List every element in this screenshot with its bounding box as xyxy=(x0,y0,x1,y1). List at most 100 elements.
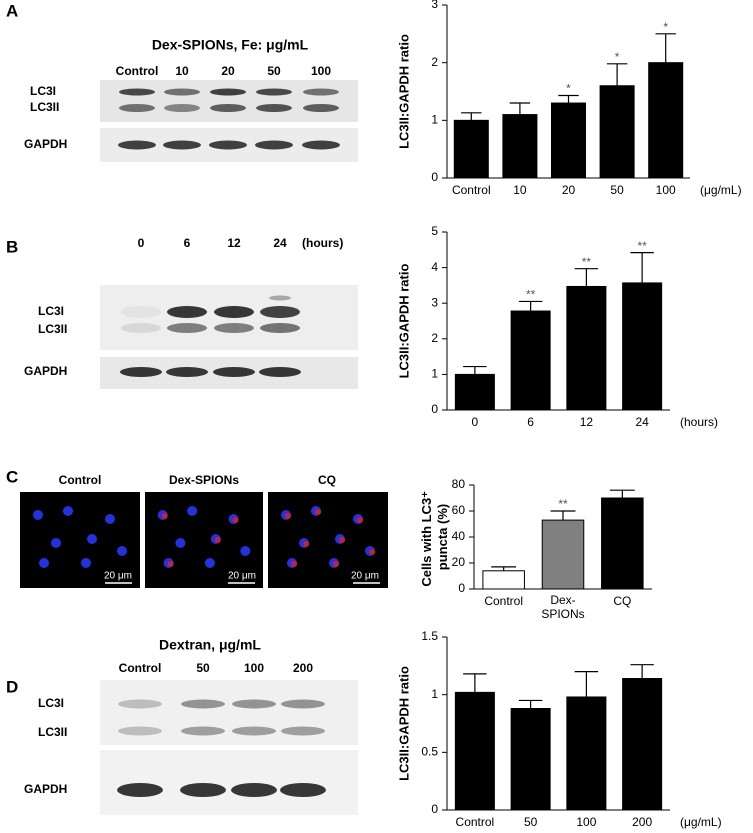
y-tick-label: 80 xyxy=(452,477,466,491)
y-tick-label: 0 xyxy=(431,802,438,816)
lc3-puncta xyxy=(315,509,321,515)
image-label: Control xyxy=(59,473,102,487)
x-tick-label: 20 xyxy=(562,183,576,197)
x-tick-label: Control xyxy=(452,183,491,197)
row-label: LC3I xyxy=(38,696,64,710)
error-bar xyxy=(609,489,635,498)
row-label: LC3I xyxy=(38,304,64,318)
error-bar xyxy=(574,268,599,287)
blot-band xyxy=(121,306,161,318)
y-tick-label: 40 xyxy=(452,529,466,543)
y-tick-label: 1 xyxy=(431,367,438,381)
blot-band xyxy=(119,104,155,112)
blot-band xyxy=(303,88,339,96)
x-tick-label: 12 xyxy=(580,415,594,429)
error-bar xyxy=(655,33,676,63)
y-tick-label: 0 xyxy=(458,581,465,595)
lc3-puncta xyxy=(285,513,291,519)
significance-mark: * xyxy=(566,82,571,96)
x-tick-label: 24 xyxy=(635,415,649,429)
fluorescence-image xyxy=(20,492,140,588)
image-label: Dex-SPIONs xyxy=(169,473,239,487)
error-bar xyxy=(630,664,654,679)
blot-band xyxy=(302,140,340,150)
x-tick-label: Dex-SPIONs xyxy=(541,593,584,621)
x-tick-label: 100 xyxy=(576,815,596,829)
x-unit-label: (μg/mL) xyxy=(700,183,742,197)
cell-nucleus xyxy=(87,534,97,544)
cell-nucleus xyxy=(51,538,61,548)
bar xyxy=(599,85,635,179)
lane-label: Control xyxy=(116,64,159,78)
blot-background xyxy=(100,750,358,815)
lc3-puncta xyxy=(303,541,309,547)
lane-label: 50 xyxy=(267,64,281,78)
lane-label: 200 xyxy=(293,661,313,675)
bar xyxy=(550,102,587,179)
bar xyxy=(453,119,489,179)
panel-letter: B xyxy=(6,237,18,256)
x-tick-label: 50 xyxy=(524,815,538,829)
bar xyxy=(510,708,551,811)
blot-band xyxy=(256,104,292,112)
blot-band xyxy=(121,323,161,333)
y-tick-label: 60 xyxy=(452,503,466,517)
blot-background xyxy=(100,680,358,745)
blot-band xyxy=(166,367,208,377)
blot-band xyxy=(180,783,226,797)
y-axis-label: LC3II:GAPDH ratio xyxy=(396,34,411,149)
x-tick-label: Control xyxy=(456,815,495,829)
error-bar xyxy=(550,510,576,521)
x-tick-label: 10 xyxy=(513,183,527,197)
bar xyxy=(566,696,607,811)
bar xyxy=(482,570,525,590)
lc3-puncta xyxy=(167,561,174,567)
row-label: GAPDH xyxy=(24,137,67,151)
y-axis-label: LC3II:GAPDH ratio xyxy=(396,666,411,781)
error-bar xyxy=(630,252,654,283)
x-tick-label: CQ xyxy=(613,594,631,608)
cell-nucleus xyxy=(81,558,91,568)
lane-label: 20 xyxy=(221,64,235,78)
significance-mark: ** xyxy=(558,497,568,511)
blot-band xyxy=(164,104,200,112)
row-label: LC3II xyxy=(38,725,67,739)
y-tick-label: 3 xyxy=(431,0,438,11)
scale-bar-label: 20 μm xyxy=(104,571,132,582)
x-tick-label: Control xyxy=(484,594,523,608)
cell-nucleus xyxy=(204,558,215,568)
significance-mark: * xyxy=(615,50,620,64)
y-tick-label: 0 xyxy=(431,402,438,416)
bar xyxy=(541,519,585,590)
y-tick-label: 0 xyxy=(431,170,438,184)
row-label: LC3II xyxy=(30,100,59,114)
fluorescence-image xyxy=(145,492,263,588)
fluorescence-image xyxy=(268,492,388,588)
lc3-puncta xyxy=(232,517,239,523)
y-tick-label: 4 xyxy=(431,260,438,274)
blot-images xyxy=(20,80,388,815)
blot-title: Dextran, μg/mL xyxy=(159,637,261,653)
blot-background xyxy=(100,80,358,122)
cell-nucleus xyxy=(33,510,43,520)
panel-letter: C xyxy=(6,467,18,486)
y-axis-label: LC3II:GAPDH ratio xyxy=(396,264,411,379)
blot-band xyxy=(214,306,254,318)
blot-band xyxy=(119,88,155,96)
cell-nucleus xyxy=(63,506,73,516)
row-label: GAPDH xyxy=(24,364,67,378)
cell-nucleus xyxy=(175,538,186,548)
blot-band xyxy=(163,140,201,150)
significance-mark: ** xyxy=(526,288,536,302)
significance-mark: ** xyxy=(637,239,647,253)
lane-label: 100 xyxy=(311,64,331,78)
x-tick-label: 200 xyxy=(632,815,652,829)
blot-band xyxy=(117,783,163,797)
error-bar xyxy=(463,673,487,693)
blot-band xyxy=(213,367,255,377)
error-bar xyxy=(463,365,487,375)
cell-nucleus xyxy=(187,506,198,516)
blot-band xyxy=(120,367,162,377)
x-tick-label: 6 xyxy=(527,415,534,429)
